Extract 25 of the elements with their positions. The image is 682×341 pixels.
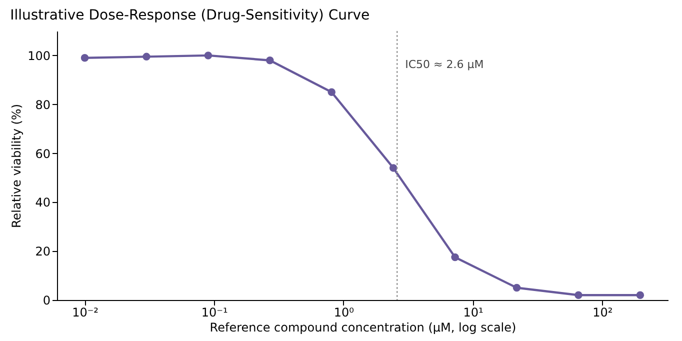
y-tick-label: 0 (42, 294, 50, 308)
ref-line-label: IC50 ≈ 2.6 μM (405, 58, 484, 71)
y-tick-label: 100 (28, 48, 50, 63)
y-tick-label: 80 (35, 98, 50, 112)
x-tick-label: 10⁰ (334, 306, 354, 320)
point (142, 52, 150, 61)
y-tick-label: 20 (35, 244, 50, 259)
point (328, 88, 336, 96)
point (389, 164, 398, 172)
x-tick-label: 10² (592, 306, 613, 320)
y-tick-label: 60 (35, 146, 50, 161)
point (266, 56, 274, 64)
x-tick-label: 10⁻¹ (201, 306, 228, 320)
chart-title: Illustrative Dose-Response (Drug-Sensitivity) Curve (10, 7, 370, 24)
y-axis-title: Relative viability (%) (10, 104, 24, 228)
y-tick-label: 40 (35, 196, 50, 210)
point (80, 54, 89, 62)
point (204, 52, 212, 60)
x-tick-label: 10¹ (463, 306, 484, 320)
point (451, 253, 459, 262)
x-axis-title: Reference compound concentration (µM, log scale) (210, 320, 516, 334)
x-tick-label: 10⁻² (72, 306, 99, 320)
point (574, 291, 582, 299)
point (512, 284, 521, 292)
point (636, 291, 644, 299)
